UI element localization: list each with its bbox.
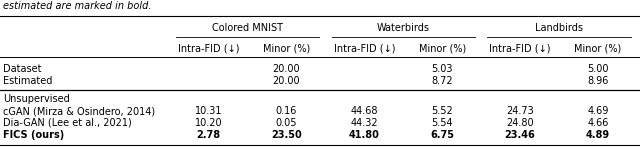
Text: 5.54: 5.54 — [431, 118, 453, 128]
Text: 0.05: 0.05 — [276, 118, 297, 128]
Text: Unsupervised: Unsupervised — [3, 94, 70, 104]
Text: 23.50: 23.50 — [271, 130, 302, 140]
Text: Landbirds: Landbirds — [535, 22, 583, 33]
Text: Minor (%): Minor (%) — [263, 43, 310, 53]
Text: 20.00: 20.00 — [273, 76, 300, 86]
Text: 24.73: 24.73 — [506, 106, 534, 116]
Text: cGAN (Mirza & Osindero, 2014): cGAN (Mirza & Osindero, 2014) — [3, 106, 156, 116]
Text: estimated are marked in bold.: estimated are marked in bold. — [3, 1, 152, 11]
Text: 44.68: 44.68 — [351, 106, 378, 116]
Text: 41.80: 41.80 — [349, 130, 380, 140]
Text: 8.72: 8.72 — [431, 76, 453, 86]
Text: 5.03: 5.03 — [431, 64, 453, 74]
Text: 0.16: 0.16 — [276, 106, 297, 116]
Text: Colored MNIST: Colored MNIST — [212, 22, 283, 33]
Text: 4.69: 4.69 — [587, 106, 609, 116]
Text: Intra-FID (↓): Intra-FID (↓) — [333, 43, 395, 53]
Text: 8.96: 8.96 — [587, 76, 609, 86]
Text: Minor (%): Minor (%) — [419, 43, 466, 53]
Text: Minor (%): Minor (%) — [574, 43, 621, 53]
Text: 4.89: 4.89 — [586, 130, 610, 140]
Text: 44.32: 44.32 — [351, 118, 378, 128]
Text: Intra-FID (↓): Intra-FID (↓) — [489, 43, 551, 53]
Text: 2.78: 2.78 — [196, 130, 221, 140]
Text: Dataset: Dataset — [3, 64, 42, 74]
Text: 20.00: 20.00 — [273, 64, 300, 74]
Text: Dia-GAN (Lee et al., 2021): Dia-GAN (Lee et al., 2021) — [3, 118, 132, 128]
Text: 5.52: 5.52 — [431, 106, 453, 116]
Text: 10.20: 10.20 — [195, 118, 222, 128]
Text: 4.66: 4.66 — [587, 118, 609, 128]
Text: 6.75: 6.75 — [430, 130, 454, 140]
Text: Estimated: Estimated — [3, 76, 52, 86]
Text: 24.80: 24.80 — [506, 118, 534, 128]
Text: Intra-FID (↓): Intra-FID (↓) — [178, 43, 239, 53]
Text: 5.00: 5.00 — [587, 64, 609, 74]
Text: 10.31: 10.31 — [195, 106, 222, 116]
Text: 23.46: 23.46 — [504, 130, 536, 140]
Text: FICS (ours): FICS (ours) — [3, 130, 65, 140]
Text: Waterbirds: Waterbirds — [377, 22, 429, 33]
